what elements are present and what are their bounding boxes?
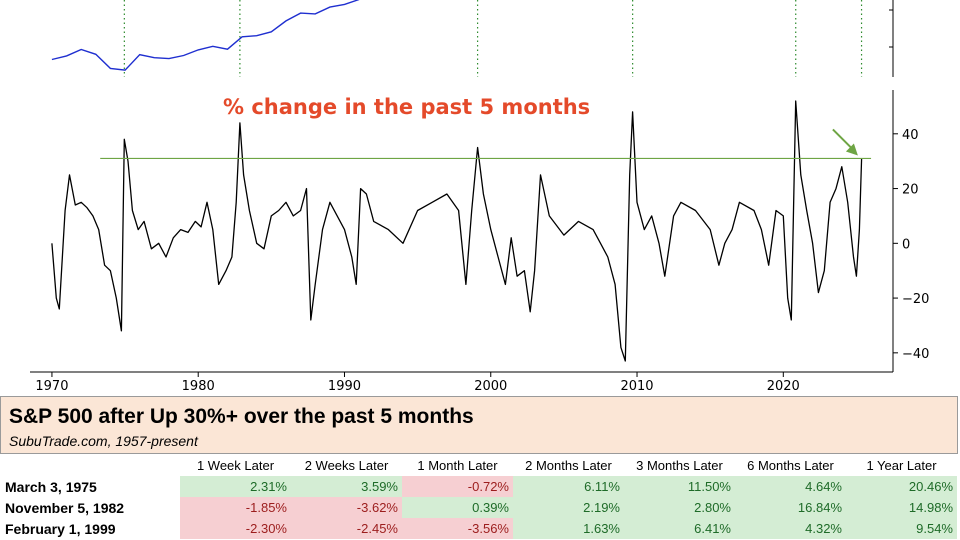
return-cell: 9.54% <box>846 518 957 539</box>
return-cell: 2.80% <box>624 497 735 518</box>
return-cell: 4.32% <box>735 518 846 539</box>
return-cell: 4.64% <box>735 476 846 497</box>
y-tick-label: −40 <box>902 347 929 362</box>
return-cell: -2.30% <box>180 518 291 539</box>
column-header-1-year: 1 Year Later <box>866 457 937 473</box>
chart-annotation: % change in the past 5 months <box>223 95 590 119</box>
row-date: March 3, 1975 <box>5 478 97 495</box>
return-cell: 1.63% <box>513 518 624 539</box>
return-cell: -0.72% <box>402 476 513 497</box>
y-tick-label: 0 <box>902 237 910 252</box>
return-cell: 2.31% <box>180 476 291 497</box>
highlight-arrow-shaft <box>832 128 854 151</box>
bottom-change-panel: −40 −20 0 20 40 1970 1980 1990 2000 2010 2020 % cha… <box>30 90 929 394</box>
return-cell: 14.98% <box>846 497 957 518</box>
table-title: S&P 500 after Up 30%+ over the past 5 mo… <box>9 405 474 428</box>
table-header-row: 1 Week Later 2 Weeks Later 1 Month Later… <box>0 454 957 476</box>
y-tick-label: 20 <box>902 183 919 198</box>
return-cell: 6.41% <box>624 518 735 539</box>
results-table-panel: S&P 500 after Up 30%+ over the past 5 mo… <box>0 396 960 540</box>
table-header: S&P 500 after Up 30%+ over the past 5 mo… <box>0 396 958 454</box>
table-row: November 5, 1982 -1.85% -3.62% 0.39% 2.1… <box>0 497 957 518</box>
return-cell: 0.39% <box>402 497 513 518</box>
pct-change-series-line <box>51 100 863 362</box>
top-price-panel <box>51 0 894 77</box>
highlight-arrow-head <box>845 143 858 156</box>
row-date: November 5, 1982 <box>5 499 125 516</box>
column-header-6-months: 6 Months Later <box>747 457 834 473</box>
return-cell: 20.46% <box>846 476 957 497</box>
x-tick-label: 2020 <box>767 379 800 394</box>
x-tick-label: 1970 <box>35 379 68 394</box>
return-cell: 16.84% <box>735 497 846 518</box>
return-cell: -2.45% <box>291 518 402 539</box>
results-table: 1 Week Later 2 Weeks Later 1 Month Later… <box>0 454 957 539</box>
x-tick-label: 2000 <box>474 379 507 394</box>
table-subtitle: SubuTrade.com, 1957-present <box>9 433 198 449</box>
return-cell: 6.11% <box>513 476 624 497</box>
return-cell: -1.85% <box>180 497 291 518</box>
x-tick-label: 2010 <box>620 379 653 394</box>
x-tick-label: 1980 <box>182 379 215 394</box>
column-header-2-weeks: 2 Weeks Later <box>304 457 389 473</box>
column-header-3-months: 3 Months Later <box>636 457 723 473</box>
return-cell: -3.62% <box>291 497 402 518</box>
column-header-2-months: 2 Months Later <box>525 457 612 473</box>
column-header-1-week: 1 Week Later <box>196 457 275 473</box>
return-cell: 2.19% <box>513 497 624 518</box>
column-header-1-month: 1 Month Later <box>417 457 498 473</box>
table-row: February 1, 1999 -2.30% -2.45% -3.56% 1.… <box>0 518 957 539</box>
chart-area: −40 −20 0 20 40 1970 1980 1990 2000 2010 2020 % cha… <box>30 0 929 394</box>
x-tick-label: 1990 <box>328 379 361 394</box>
price-series-line <box>51 0 360 71</box>
return-cell: 3.59% <box>291 476 402 497</box>
return-cell: -3.56% <box>402 518 513 539</box>
table-row: March 3, 1975 2.31% 3.59% -0.72% 6.11% 1… <box>0 476 957 497</box>
return-cell: 11.50% <box>624 476 735 497</box>
column-header-date <box>0 454 180 476</box>
y-tick-label: 40 <box>902 128 919 143</box>
y-tick-label: −20 <box>902 292 929 307</box>
row-date: February 1, 1999 <box>5 520 116 537</box>
